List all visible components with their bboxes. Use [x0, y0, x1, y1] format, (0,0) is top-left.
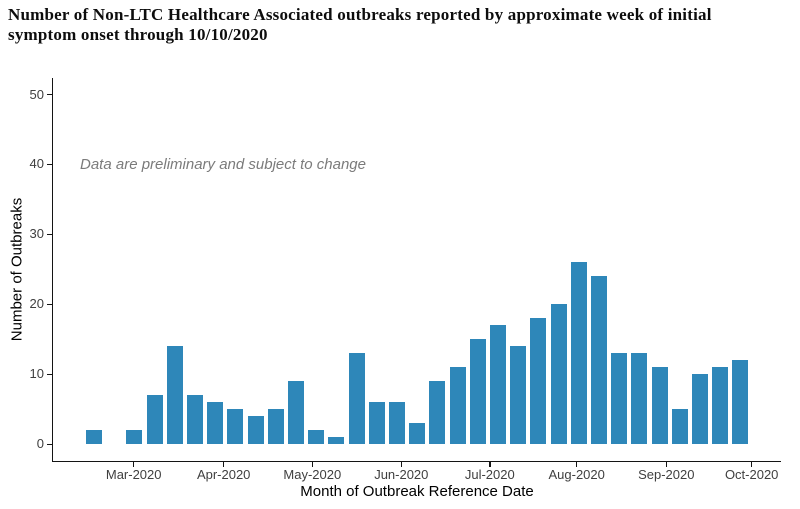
x-tick-mark [575, 462, 578, 467]
y-tick-mark [46, 443, 52, 446]
x-tick-mark [311, 462, 314, 467]
y-axis-title: Number of Outbreaks [8, 197, 26, 342]
annotation-note: Data are preliminary and subject to chan… [80, 156, 366, 173]
x-tick-mark [132, 462, 135, 467]
y-tick-label: 30 [29, 226, 44, 242]
bar [348, 353, 365, 445]
x-tick-label: Oct-2020 [724, 467, 779, 482]
bar [187, 395, 203, 445]
y-tick-label: 50 [29, 86, 44, 102]
bar [530, 318, 547, 445]
bar [308, 430, 325, 445]
chart-title: Number of Non-LTC Healthcare Associated … [8, 5, 796, 45]
bar [247, 416, 264, 445]
x-tick-mark [665, 462, 668, 467]
bar [732, 360, 749, 445]
x-tick-label: Jun-2020 [374, 467, 429, 482]
bar [207, 402, 224, 445]
bar [267, 409, 284, 445]
x-tick-mark [400, 462, 403, 467]
x-tick-mark [489, 462, 491, 467]
x-tick-label: Jul-2020 [464, 467, 515, 482]
x-tick-label: Sep-2020 [638, 467, 695, 482]
bar [409, 423, 426, 445]
bar [651, 367, 668, 445]
chart-title-line-1: Number of Non-LTC Healthcare Associated … [8, 5, 712, 24]
y-tick-label: 10 [29, 366, 44, 382]
bar [550, 304, 567, 445]
y-tick-mark [46, 303, 52, 306]
bar [671, 409, 688, 445]
chart-title-line-2: symptom onset through 10/10/2020 [8, 25, 268, 44]
bar [389, 402, 405, 445]
bar [510, 346, 527, 445]
x-tick-label: Aug-2020 [548, 467, 605, 482]
bar [631, 353, 648, 445]
bar [146, 395, 163, 445]
y-tick-label: 40 [29, 156, 44, 172]
x-axis-line [51, 460, 781, 462]
bar [368, 402, 385, 445]
y-axis-line [51, 78, 53, 462]
x-tick-label: Mar-2020 [105, 467, 162, 482]
bar [712, 367, 729, 445]
bar [591, 276, 607, 445]
bar [490, 325, 506, 445]
bar [611, 353, 628, 445]
bar [86, 430, 102, 445]
bar [126, 430, 143, 445]
x-tick-mark [222, 462, 225, 467]
bar [570, 262, 587, 445]
x-axis-title: Month of Outbreak Reference Date [300, 483, 534, 500]
x-tick-label: Apr-2020 [196, 467, 251, 482]
y-tick-label: 0 [36, 436, 44, 452]
x-tick-mark [750, 462, 753, 467]
bar [328, 437, 345, 445]
bar [166, 346, 183, 445]
bar [227, 409, 244, 445]
y-tick-mark [46, 233, 52, 236]
y-tick-mark [46, 93, 52, 96]
bar [692, 374, 708, 445]
y-tick-mark [46, 163, 52, 166]
bar [449, 367, 466, 445]
y-tick-mark [46, 373, 52, 376]
bar [469, 339, 486, 445]
x-tick-label: May-2020 [283, 467, 342, 482]
bar [429, 381, 446, 445]
y-tick-label: 20 [29, 296, 44, 312]
bar [288, 381, 304, 445]
